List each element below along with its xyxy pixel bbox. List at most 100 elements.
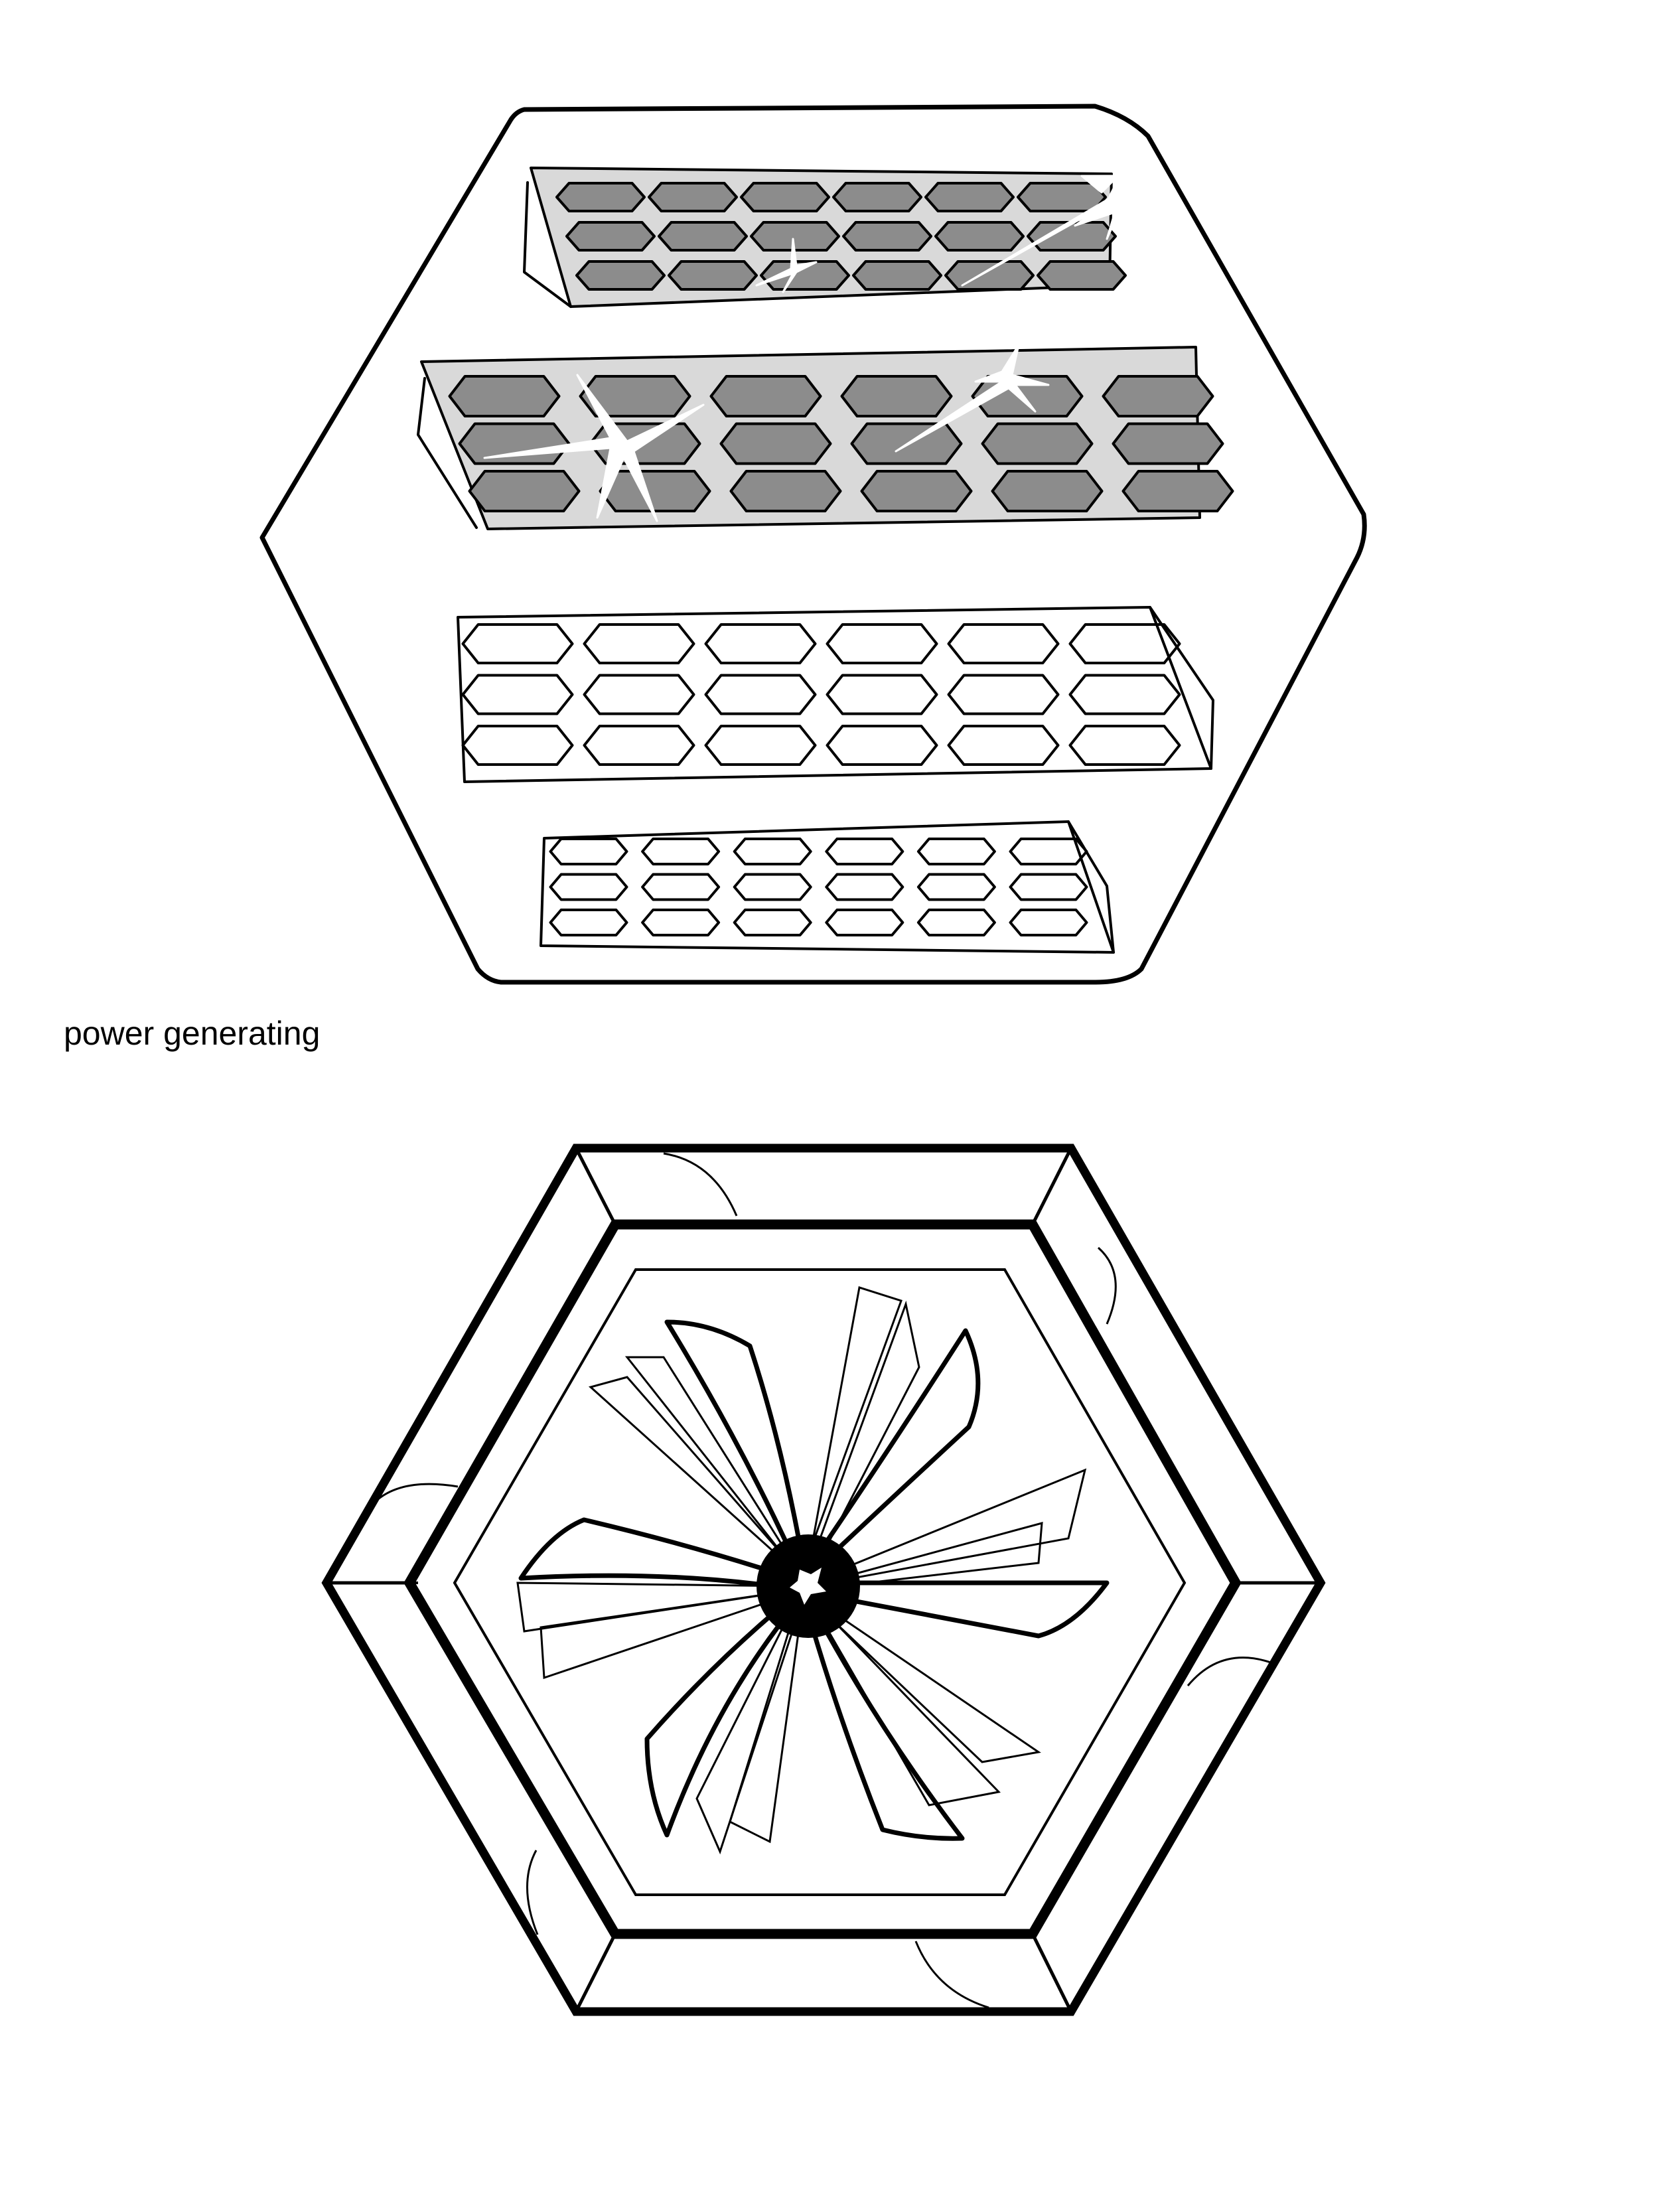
- solar-cell: [1121, 470, 1234, 512]
- solar-cell: [860, 470, 973, 512]
- solar-cell: [704, 623, 817, 664]
- solar-cell: [826, 623, 938, 664]
- panel-side-edge: [1149, 606, 1214, 770]
- solar-cell: [1009, 873, 1088, 901]
- frame-arcs: [370, 1152, 1271, 2009]
- solar-cell: [981, 422, 1094, 465]
- solar-cell: [599, 470, 711, 512]
- solar-cell: [1068, 674, 1181, 715]
- wind-turbine-hexagon-figure: [321, 1143, 1326, 2016]
- solar-hexagon-figure: [259, 104, 1367, 985]
- turbine-hub: [757, 1534, 860, 1638]
- solar-cell: [729, 470, 842, 512]
- solar-cell: [852, 260, 942, 291]
- solar-cell: [947, 674, 1060, 715]
- sparkle-glints: [483, 171, 1123, 522]
- solar-cell: [1009, 909, 1088, 936]
- turbine-blade: [802, 1597, 965, 1841]
- figure-caption: power generating: [64, 1015, 321, 1052]
- solar-cell: [916, 909, 996, 936]
- solar-cell: [555, 182, 646, 212]
- solar-cell: [579, 375, 691, 417]
- panel-side-edge: [417, 377, 478, 529]
- solar-cell: [648, 182, 738, 212]
- solar-panel-3: [457, 606, 1214, 783]
- sparkle-icon: [483, 374, 705, 522]
- solar-cell: [461, 674, 574, 715]
- solar-cell: [549, 909, 628, 936]
- solar-panel-2: [417, 346, 1234, 530]
- hub-center-mark: [790, 1568, 826, 1605]
- solar-cell: [1009, 838, 1088, 865]
- solar-cell: [461, 623, 574, 664]
- solar-cell: [991, 470, 1104, 512]
- solar-cell: [924, 182, 1015, 212]
- solar-panel-1: [523, 167, 1127, 308]
- solar-cell: [733, 838, 812, 865]
- solar-cell: [704, 674, 817, 715]
- solar-cell: [826, 725, 938, 766]
- solar-cell: [947, 623, 1060, 664]
- solar-cell: [583, 674, 695, 715]
- turbine-blades: [518, 1319, 1110, 1841]
- inner-hexagon: [453, 1268, 1187, 1896]
- solar-cell: [641, 838, 721, 865]
- solar-cell: [760, 260, 850, 291]
- panel-cells: [549, 838, 1088, 936]
- solar-cell: [468, 470, 581, 512]
- solar-cell: [944, 260, 1035, 291]
- solar-cell: [947, 725, 1060, 766]
- solar-cell: [825, 873, 904, 901]
- solar-cell: [575, 260, 666, 291]
- solar-cell: [1017, 182, 1107, 212]
- solar-cell: [934, 221, 1025, 252]
- solar-cell: [1102, 375, 1214, 417]
- panel-cells: [461, 623, 1181, 766]
- solar-cell: [916, 838, 996, 865]
- solar-cell: [740, 182, 830, 212]
- solar-cell: [641, 873, 721, 901]
- solar-cell: [832, 182, 922, 212]
- solar-panel-4: [540, 820, 1115, 954]
- solar-cell: [704, 725, 817, 766]
- solar-cell: [583, 623, 695, 664]
- panel-cells: [555, 182, 1127, 291]
- solar-cell: [750, 221, 840, 252]
- solar-cell: [733, 873, 812, 901]
- solar-cell: [733, 909, 812, 936]
- turbine-blade: [644, 1592, 802, 1838]
- outer-hexagon-outline: [259, 104, 1367, 985]
- solar-cell: [461, 725, 574, 766]
- turbine-blade: [804, 1328, 981, 1576]
- sparkle-icon: [755, 238, 818, 293]
- solar-cell: [825, 838, 904, 865]
- solar-cell: [719, 422, 832, 465]
- solar-cell: [840, 375, 953, 417]
- solar-cell: [458, 422, 571, 465]
- solar-cell: [658, 221, 748, 252]
- solar-cell: [549, 838, 628, 865]
- solar-cell: [641, 909, 721, 936]
- solar-cell: [709, 375, 822, 417]
- solar-cell: [1037, 260, 1127, 291]
- solar-cell: [1027, 221, 1117, 252]
- panel-side-edge: [523, 181, 572, 308]
- solar-cell: [565, 221, 656, 252]
- solar-cell: [549, 873, 628, 901]
- turbine-blade: [518, 1517, 798, 1592]
- sparkle-icon: [961, 171, 1123, 287]
- solar-cell: [583, 725, 695, 766]
- solar-cell: [826, 674, 938, 715]
- solar-cell: [842, 221, 932, 252]
- turbine-blade: [810, 1580, 1110, 1639]
- solar-cell: [1068, 725, 1181, 766]
- turbine-blade: [664, 1319, 807, 1573]
- solar-cell: [448, 375, 561, 417]
- sparkle-icon: [895, 344, 1050, 453]
- solar-cell: [1068, 623, 1181, 664]
- solar-cell: [916, 873, 996, 901]
- solar-cell: [668, 260, 758, 291]
- solar-cell: [1112, 422, 1224, 465]
- solar-cell: [825, 909, 904, 936]
